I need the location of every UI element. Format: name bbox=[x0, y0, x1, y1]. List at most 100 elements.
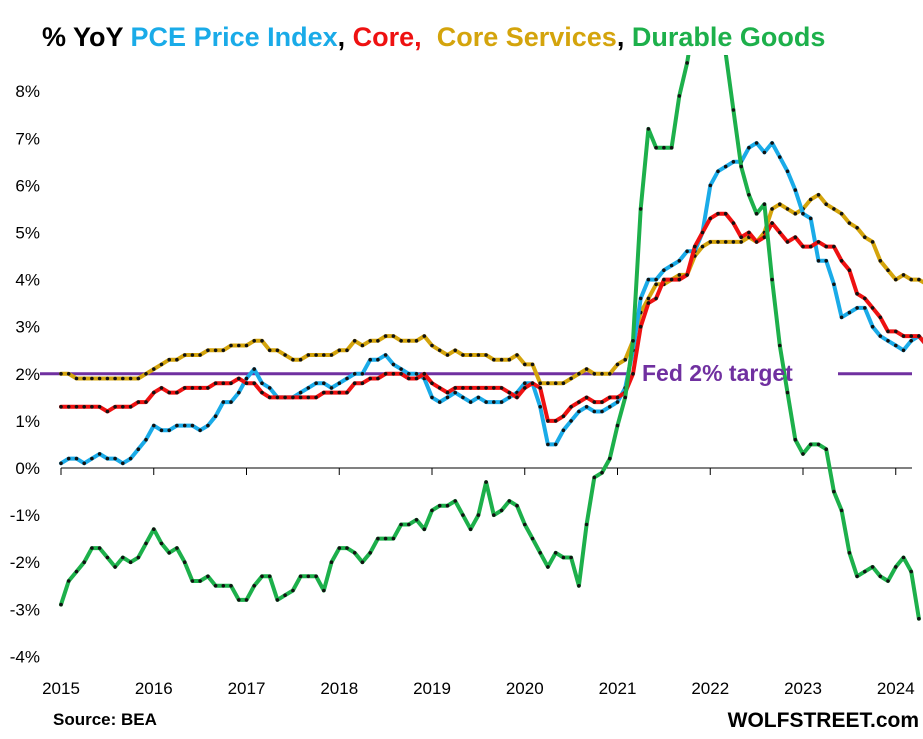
data-point bbox=[700, 244, 705, 249]
y-tick-label: 1% bbox=[15, 412, 40, 431]
data-point bbox=[631, 339, 635, 343]
data-point bbox=[553, 442, 558, 447]
data-point bbox=[167, 428, 171, 433]
data-point bbox=[306, 353, 311, 357]
series-line bbox=[59, 211, 923, 423]
data-point bbox=[337, 546, 342, 550]
data-point bbox=[399, 367, 403, 371]
data-point bbox=[260, 574, 264, 579]
data-point bbox=[747, 145, 751, 150]
data-point bbox=[801, 452, 805, 456]
data-point bbox=[716, 211, 720, 216]
data-point bbox=[839, 211, 844, 216]
data-point bbox=[808, 216, 813, 221]
data-point bbox=[507, 499, 512, 503]
data-point bbox=[662, 277, 666, 282]
title-part: , bbox=[617, 22, 632, 52]
data-point bbox=[677, 259, 682, 263]
data-point bbox=[608, 372, 612, 376]
data-point bbox=[337, 381, 342, 386]
data-point bbox=[561, 381, 566, 386]
x-tick-label: 2019 bbox=[413, 679, 451, 698]
data-point bbox=[863, 235, 867, 239]
data-point bbox=[778, 230, 782, 235]
data-point bbox=[260, 339, 264, 343]
series-line bbox=[59, 55, 921, 621]
series-line bbox=[59, 141, 923, 466]
data-point bbox=[144, 372, 148, 376]
data-point bbox=[283, 395, 287, 400]
data-point bbox=[731, 240, 736, 244]
data-point bbox=[167, 390, 171, 395]
fed-target-label: Fed 2% target bbox=[642, 360, 793, 386]
data-point bbox=[669, 145, 674, 150]
data-point bbox=[128, 405, 133, 409]
data-point bbox=[762, 235, 767, 239]
data-point bbox=[654, 282, 658, 287]
data-point bbox=[352, 381, 357, 386]
data-point bbox=[546, 381, 550, 386]
data-point bbox=[430, 381, 434, 386]
data-point bbox=[778, 343, 782, 348]
data-point bbox=[383, 353, 388, 357]
data-point bbox=[708, 216, 713, 221]
data-point bbox=[592, 400, 597, 404]
data-point bbox=[476, 353, 481, 357]
data-point bbox=[515, 503, 519, 508]
data-point bbox=[82, 461, 86, 466]
series-core bbox=[59, 211, 923, 423]
data-point bbox=[770, 221, 774, 225]
data-point bbox=[499, 386, 504, 390]
data-point bbox=[121, 405, 125, 409]
data-point bbox=[121, 376, 125, 381]
data-point bbox=[824, 202, 828, 206]
data-point bbox=[244, 381, 249, 386]
data-point bbox=[894, 565, 898, 569]
data-point bbox=[113, 405, 117, 409]
data-point bbox=[793, 235, 798, 239]
data-point bbox=[476, 386, 481, 390]
series-group bbox=[59, 55, 923, 621]
data-point bbox=[723, 211, 728, 216]
data-point bbox=[159, 362, 164, 367]
data-point bbox=[785, 240, 790, 244]
data-point bbox=[221, 348, 226, 353]
series-core-services bbox=[59, 192, 923, 386]
data-point bbox=[855, 574, 859, 579]
data-point bbox=[267, 348, 272, 353]
data-point bbox=[785, 207, 790, 211]
data-point bbox=[847, 268, 852, 273]
x-tick-label: 2021 bbox=[599, 679, 637, 698]
data-point bbox=[314, 395, 318, 400]
data-point bbox=[530, 381, 535, 386]
data-point bbox=[716, 240, 720, 244]
data-point bbox=[414, 376, 419, 381]
data-point bbox=[863, 306, 867, 310]
data-point bbox=[785, 169, 790, 174]
data-point bbox=[546, 565, 550, 569]
data-point bbox=[468, 353, 473, 357]
x-tick-label: 2023 bbox=[784, 679, 822, 698]
data-point bbox=[569, 376, 573, 381]
data-point bbox=[66, 456, 71, 461]
data-point bbox=[237, 598, 241, 602]
data-point bbox=[345, 390, 349, 395]
data-point bbox=[167, 357, 171, 362]
data-point bbox=[778, 202, 782, 206]
data-point bbox=[708, 240, 713, 244]
data-point bbox=[615, 400, 620, 404]
data-point bbox=[677, 94, 682, 98]
data-point bbox=[322, 390, 326, 395]
data-point bbox=[685, 273, 689, 277]
data-point bbox=[445, 353, 450, 357]
data-point bbox=[816, 259, 821, 263]
data-point bbox=[600, 409, 604, 414]
data-point bbox=[754, 240, 759, 244]
y-tick-label: 3% bbox=[15, 318, 40, 337]
data-point bbox=[499, 508, 504, 513]
data-point bbox=[352, 551, 357, 555]
data-point bbox=[391, 536, 396, 541]
data-point bbox=[515, 395, 519, 400]
data-point bbox=[213, 584, 218, 588]
title-part: Durable Goods bbox=[632, 22, 826, 52]
